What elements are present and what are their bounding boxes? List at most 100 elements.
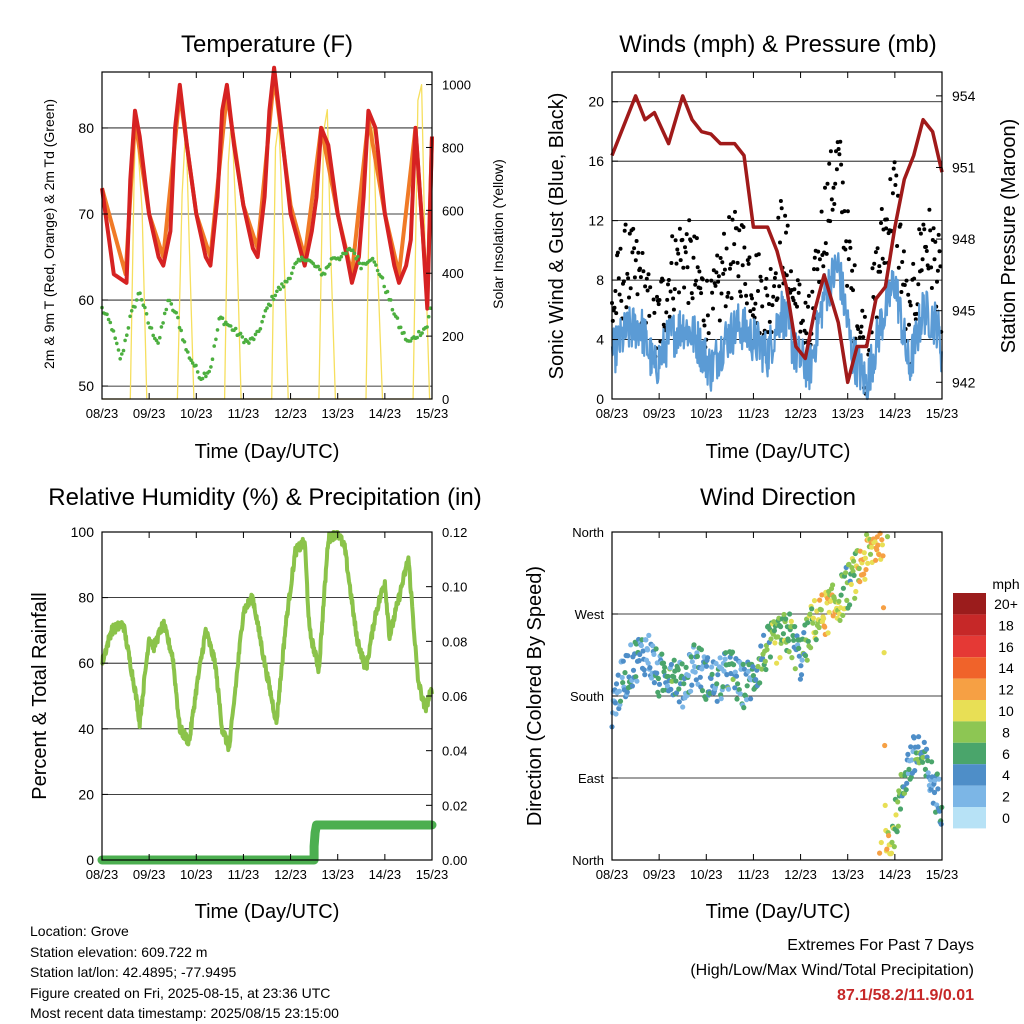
direction-point (757, 680, 763, 686)
direction-point (880, 605, 887, 611)
direction-point (869, 544, 875, 550)
gust-point (924, 244, 928, 249)
direction-point (822, 624, 828, 630)
gust-point (746, 261, 751, 266)
gust-point (756, 252, 761, 257)
dewpoint-point (375, 268, 380, 273)
gust-point (702, 323, 707, 328)
gust-point (785, 223, 790, 228)
direction-point (877, 850, 883, 856)
direction-point (676, 686, 682, 692)
gust-point (677, 226, 682, 231)
gust-point (840, 180, 845, 185)
direction-point (733, 673, 740, 679)
direction-point (879, 542, 886, 548)
direction-point (878, 839, 884, 846)
gust-point (698, 286, 703, 291)
direction-point (697, 674, 703, 680)
gust-point (664, 310, 669, 315)
gust-point (641, 269, 646, 274)
direction-point (750, 673, 757, 679)
gust-point (753, 301, 758, 306)
direction-point (647, 665, 653, 671)
dewpoint-point (195, 370, 200, 374)
gust-point (676, 251, 681, 256)
legend-swatch (953, 807, 986, 829)
y2-tick-label: 0.02 (442, 798, 467, 813)
gust-point (929, 265, 934, 270)
gust-point (806, 293, 811, 298)
y-tick-label: 60 (78, 655, 94, 671)
dewpoint-point (380, 276, 385, 280)
plot-frame (101, 531, 433, 861)
direction-point (836, 598, 842, 604)
x-tick-label: 08/23 (86, 867, 119, 882)
gust-point (925, 263, 930, 268)
gust-point (828, 149, 833, 154)
direction-point (620, 680, 626, 686)
direction-point (744, 697, 750, 703)
x-tick-label: 11/23 (738, 867, 770, 882)
direction-point (645, 647, 651, 653)
direction-point (798, 672, 805, 678)
legend-label: 16 (998, 639, 1014, 655)
gust-point (719, 291, 724, 296)
direction-point (805, 620, 811, 626)
dewpoint-point (425, 325, 429, 329)
created-text: Figure created on Fri, 2025-08-15, at 23… (30, 984, 331, 1001)
gust-point (733, 209, 737, 214)
gust-point (636, 250, 641, 255)
dewpoint-point (149, 326, 154, 330)
y-tick-label: 12 (588, 213, 604, 229)
gust-point (784, 230, 788, 235)
direction-point (817, 597, 823, 603)
legend-label: 14 (998, 660, 1014, 676)
gust-point (758, 274, 763, 279)
direction-point (653, 646, 659, 652)
gust-point (879, 221, 883, 225)
direction-point (857, 579, 863, 585)
gust-point (825, 181, 830, 186)
direction-title: Wind Direction (700, 484, 856, 511)
gust-point (695, 265, 700, 270)
direction-point (638, 642, 645, 649)
gust-point (778, 240, 782, 245)
direction-point (778, 624, 784, 630)
direction-point (651, 651, 657, 658)
direction-point (794, 633, 800, 639)
direction-point (931, 789, 938, 796)
gust-point (783, 213, 788, 218)
gust-point (730, 217, 735, 222)
gust-point (618, 246, 623, 251)
legend-swatch (953, 614, 986, 636)
direction-point (837, 617, 843, 624)
dewpoint-point (146, 321, 150, 325)
direction-point (656, 693, 662, 699)
dewpoint-point (402, 330, 406, 335)
dewpoint-point (189, 358, 193, 363)
y2-tick-label: 0.04 (442, 744, 467, 759)
dewpoint-point (159, 325, 164, 329)
direction-point (895, 823, 901, 829)
direction-point (723, 650, 729, 656)
legend-label: 0 (1002, 810, 1010, 826)
gust-point (724, 246, 729, 251)
gust-point (804, 331, 809, 336)
gust-point (742, 245, 747, 250)
gust-point (621, 279, 626, 284)
gust-point (652, 310, 657, 315)
direction-point (661, 669, 667, 675)
dewpoint-point (415, 335, 420, 340)
direction-point (731, 662, 737, 668)
direction-point (847, 602, 853, 608)
gust-point (748, 309, 753, 314)
gust-point (935, 268, 940, 273)
gust-point (878, 269, 883, 274)
y-tick-label: 4 (596, 332, 604, 348)
gust-point (827, 161, 832, 166)
gust-point (627, 231, 632, 236)
gust-point (764, 276, 769, 281)
direction-point (916, 734, 922, 740)
gust-point (850, 268, 855, 273)
gust-point (892, 160, 897, 165)
